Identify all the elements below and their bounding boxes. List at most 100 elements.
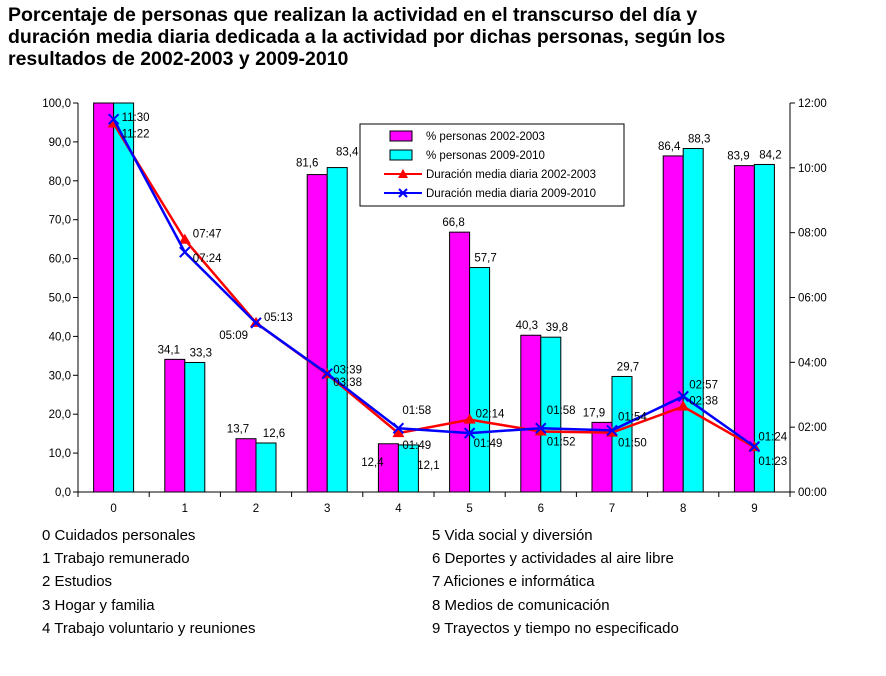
bar-value-label: 84,2 xyxy=(759,149,781,161)
bar xyxy=(662,155,684,493)
duration-value-label: 01:49 xyxy=(474,438,503,450)
bar-value-label: 12,1 xyxy=(417,460,439,472)
x-tick-label: 9 xyxy=(751,503,757,515)
y-left-tick-label: 100,0 xyxy=(42,98,71,110)
y-left-tick-label: 40,0 xyxy=(49,331,71,343)
bar-value-label: 83,4 xyxy=(336,147,359,159)
category-legend-right: 5 Vida social y diversión 6 Deportes y a… xyxy=(432,524,679,640)
bar xyxy=(449,231,471,493)
duration-value-label: 02:14 xyxy=(476,409,505,421)
x-tick-label: 4 xyxy=(395,503,402,515)
y-right-tick-label: 08:00 xyxy=(798,228,827,240)
x-marker xyxy=(392,422,405,434)
x-marker-stroke xyxy=(606,424,618,437)
x-tick-label: 3 xyxy=(324,503,330,515)
duration-line xyxy=(112,122,756,449)
triangle-marker xyxy=(463,413,476,424)
bar-value-label: 86,4 xyxy=(658,141,681,153)
duration-value-label: 01:23 xyxy=(758,456,787,468)
bar xyxy=(164,358,186,493)
bar xyxy=(184,361,206,493)
bar-value-label: 12,6 xyxy=(263,428,285,440)
category-legend-item: 9 Trayectos y tiempo no especificado xyxy=(432,619,679,637)
duration-value-label: 01:52 xyxy=(547,436,576,448)
legend-x-marker xyxy=(398,188,408,198)
category-legend-item: 8 Medios de comunicación xyxy=(432,596,610,614)
x-marker xyxy=(677,390,689,403)
x-tick-label: 8 xyxy=(680,503,686,515)
duration-value-label: 01:49 xyxy=(402,440,431,452)
bar xyxy=(113,102,135,493)
bar-value-label: 17,9 xyxy=(583,407,605,419)
legend-label: % personas 2009-2010 xyxy=(426,150,545,162)
x-marker xyxy=(535,422,547,434)
y-right-tick-label: 00:00 xyxy=(798,487,827,499)
legend-swatch xyxy=(389,149,413,161)
x-marker-stroke xyxy=(463,427,476,439)
bar xyxy=(540,336,562,493)
category-legend-item: 0 Cuidados personales xyxy=(42,527,196,544)
category-legend-item: 6 Deportes y actividades al aire libre xyxy=(432,550,674,568)
duration-value-label: 01:58 xyxy=(547,405,576,417)
bar-value-label: 34,1 xyxy=(158,344,180,356)
duration-value-label: 11:22 xyxy=(122,129,150,141)
x-marker-stroke xyxy=(250,317,262,329)
triangle-marker xyxy=(534,425,547,436)
y-left-tick-label: 80,0 xyxy=(49,176,71,188)
y-left-tick-label: 20,0 xyxy=(49,409,71,421)
bar-value-label: 81,6 xyxy=(296,158,318,170)
duration-value-label: 01:50 xyxy=(618,438,647,450)
duration-value-label: 07:47 xyxy=(193,229,222,241)
duration-value-label: 01:54 xyxy=(618,411,647,423)
legend-triangle-marker xyxy=(398,169,408,178)
triangle-marker xyxy=(677,400,690,411)
legend-label: Duración media diaria 2009-2010 xyxy=(426,188,596,200)
y-left-tick-label: 30,0 xyxy=(49,370,71,382)
bar-value-label: 39,8 xyxy=(546,322,568,334)
bar-value-label: 66,8 xyxy=(442,217,464,229)
chart-title-line-2: duración media diaria dedicada a la acti… xyxy=(8,26,726,48)
bar xyxy=(235,438,257,493)
bar xyxy=(753,163,775,493)
x-marker xyxy=(107,113,120,125)
legend-label: Duración media diaria 2002-2003 xyxy=(426,169,596,181)
x-marker-stroke xyxy=(535,422,547,434)
bar-value-label: 40,3 xyxy=(516,320,538,332)
chart-title-line-1: Porcentaje de personas que realizan la a… xyxy=(8,4,698,26)
x-marker-stroke xyxy=(677,390,689,403)
duration-value-label: 02:38 xyxy=(689,396,718,408)
duration-value-label: 01:24 xyxy=(758,432,787,444)
x-tick-label: 5 xyxy=(466,503,472,515)
y-right-tick-label: 04:00 xyxy=(798,357,827,369)
duration-value-label: 03:38 xyxy=(333,377,362,389)
x-marker xyxy=(179,246,191,258)
x-marker xyxy=(463,427,476,439)
bar-value-label: 33,3 xyxy=(190,347,212,359)
x-marker xyxy=(748,440,761,453)
duration-value-label: 03:39 xyxy=(333,365,362,377)
y-right-tick-label: 12:00 xyxy=(798,98,827,110)
category-legend-item: 4 Trabajo voluntario y reuniones xyxy=(42,619,256,637)
triangle-marker xyxy=(392,427,405,438)
x-tick-label: 6 xyxy=(538,503,544,515)
lines xyxy=(107,113,761,453)
x-marker-stroke xyxy=(392,422,405,434)
duration-value-label: 11:30 xyxy=(122,112,150,124)
category-legend-item: 3 Hogar y familia xyxy=(42,596,155,614)
y-left-tick-label: 50,0 xyxy=(49,293,71,305)
triangle-marker xyxy=(178,233,191,244)
legend-label: % personas 2002-2003 xyxy=(426,131,545,143)
x-marker-stroke xyxy=(748,440,761,453)
bar xyxy=(682,148,704,493)
chart-title: Porcentaje de personas que realizan la a… xyxy=(8,4,878,70)
bar-value-label: 29,7 xyxy=(617,361,639,373)
y-left-tick-label: 90,0 xyxy=(49,137,71,149)
chart-title-line-3: resultados de 2002-2003 y 2009-2010 xyxy=(8,48,349,70)
y-left-tick-label: 70,0 xyxy=(49,215,71,227)
category-legend-left: 0 Cuidados personales 1 Trabajo remunera… xyxy=(42,524,255,640)
bar xyxy=(306,174,328,493)
y-right-tick-label: 02:00 xyxy=(798,422,827,434)
y-left-tick-label: 0,0 xyxy=(55,487,71,499)
bar xyxy=(255,442,277,493)
category-legend-item: 7 Aficiones e informática xyxy=(432,573,595,591)
